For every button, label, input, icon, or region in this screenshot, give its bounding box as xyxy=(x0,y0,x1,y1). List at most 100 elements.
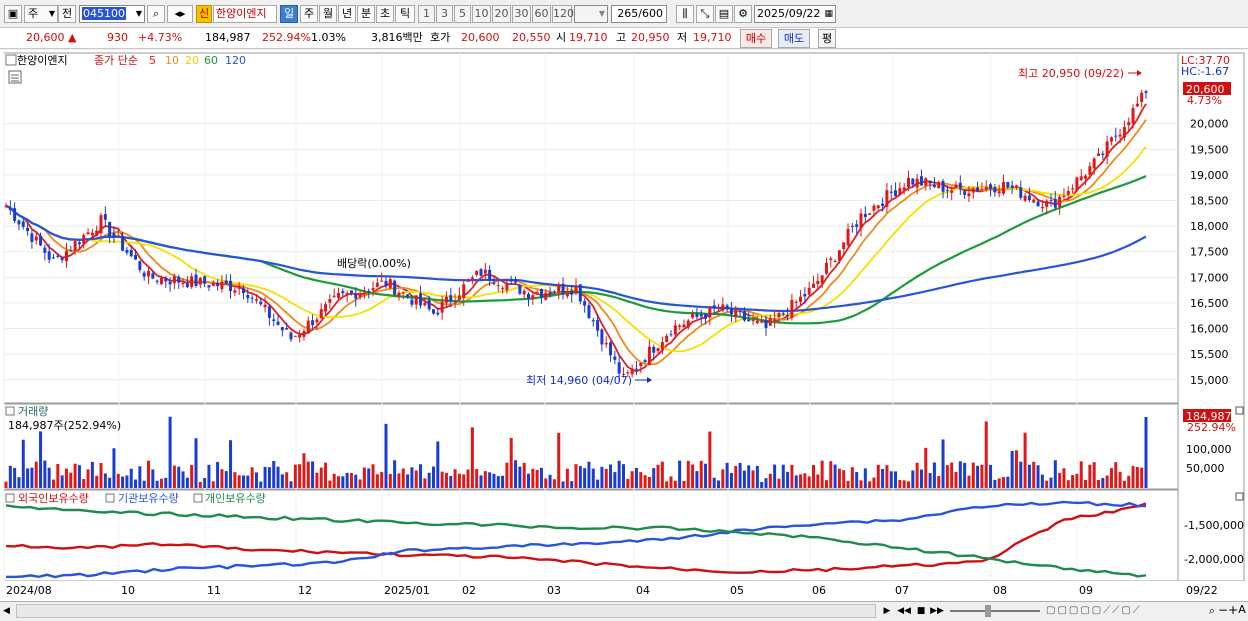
candle-body xyxy=(928,180,932,184)
quote-strip: 20,600 ▲ 930 +4.73% 184,987 252.94% 1.03… xyxy=(0,28,1248,49)
candle-body xyxy=(77,242,81,245)
table-icon-lines xyxy=(11,74,19,82)
candle-body xyxy=(872,205,876,211)
search-icon[interactable]: ⌕ xyxy=(147,5,165,23)
interval-60[interactable]: 60 xyxy=(532,5,551,23)
volume-bar xyxy=(479,475,483,488)
window-icon[interactable]: ▣ xyxy=(4,5,22,23)
panel-menu-icon[interactable] xyxy=(5,54,17,66)
save-icon[interactable]: ▤ xyxy=(715,5,733,23)
interval-30[interactable]: 30 xyxy=(512,5,531,23)
volume-bar xyxy=(30,467,34,488)
candle-body xyxy=(1084,175,1088,179)
table-icon[interactable] xyxy=(8,70,22,84)
volume-bar xyxy=(820,460,824,488)
period-tick[interactable]: 틱 xyxy=(395,5,415,23)
candle-body xyxy=(734,309,738,318)
candle-body xyxy=(846,228,850,246)
zoom-out-icon[interactable]: − xyxy=(1218,603,1229,617)
market-select[interactable]: 주 ▼ xyxy=(24,5,58,23)
text-size-icon[interactable]: A xyxy=(1238,603,1246,616)
interval-1[interactable]: 1 xyxy=(418,5,435,23)
candle-body xyxy=(345,293,349,295)
candle-body xyxy=(1092,158,1096,169)
candle-icon[interactable]: ⫼ xyxy=(676,5,694,23)
volume-bar xyxy=(43,460,47,488)
volume-bar xyxy=(328,480,332,488)
interval-120[interactable]: 120 xyxy=(552,5,574,23)
stop-icon[interactable]: ■ xyxy=(916,606,926,616)
candle-body xyxy=(829,258,833,261)
holding-menu-icon[interactable] xyxy=(193,493,203,503)
period-day[interactable]: 일 xyxy=(280,5,298,23)
horizontal-scrollbar[interactable] xyxy=(16,604,876,618)
scroll-right-icon[interactable]: ▶ xyxy=(883,606,891,616)
interval-3[interactable]: 3 xyxy=(436,5,453,23)
candle-body xyxy=(725,305,729,310)
candle-body xyxy=(799,296,803,302)
interval-20[interactable]: 20 xyxy=(492,5,511,23)
candle-body xyxy=(790,299,794,318)
period-minute[interactable]: 분 xyxy=(357,5,375,23)
period-second[interactable]: 초 xyxy=(376,5,394,23)
drawing-tools-icon[interactable]: ▢▢▢▢▢⟋⟋▢⟋ xyxy=(1046,605,1142,616)
period-week[interactable]: 주 xyxy=(300,5,318,23)
volume-menu-icon[interactable] xyxy=(5,406,15,416)
code-input[interactable]: 045100 ▼ xyxy=(79,5,145,23)
candle-body xyxy=(552,291,556,293)
draw-icon[interactable]: ⤡ xyxy=(696,5,714,23)
candle-body xyxy=(894,190,898,196)
gear-icon[interactable]: ⚙ xyxy=(734,5,752,23)
close-icon[interactable] xyxy=(1235,406,1244,415)
volume-bar xyxy=(842,470,846,488)
speaker-icon[interactable]: ◂▸ xyxy=(167,5,193,23)
candle-body xyxy=(760,321,764,323)
legend-ma-20: 20 xyxy=(185,54,199,67)
count-input[interactable]: 265/600 xyxy=(611,5,667,23)
zoom-search-icon[interactable]: ⌕ xyxy=(1208,604,1216,617)
sell-button[interactable]: 매도 xyxy=(778,29,810,48)
volume-bar xyxy=(1084,479,1088,488)
date-input[interactable]: 2025/09/22 ▦ xyxy=(754,5,836,23)
close-icon[interactable] xyxy=(1235,492,1244,501)
period-month[interactable]: 월 xyxy=(319,5,337,23)
quote-volume: 184,987 xyxy=(205,31,251,44)
forward-icon[interactable]: ▶▶ xyxy=(930,606,944,616)
volume-bar xyxy=(665,481,669,488)
interval-5[interactable]: 5 xyxy=(454,5,471,23)
candle-body xyxy=(539,289,543,298)
stock-chart[interactable]: 한양이엔지 종가 단순 5 10 20 60 120 LC:37.70 HC:-… xyxy=(0,50,1248,603)
buy-button[interactable]: 매수 xyxy=(740,29,772,48)
candle-body xyxy=(859,213,863,229)
zoom-slider-handle[interactable] xyxy=(985,605,991,617)
volume-bar xyxy=(362,467,366,488)
volume-bar xyxy=(846,480,850,488)
scope-toggle[interactable]: 전 xyxy=(58,5,76,23)
volume-bar xyxy=(453,469,457,488)
candle-body xyxy=(60,257,64,261)
holding-menu-icon[interactable] xyxy=(105,493,115,503)
candle-body xyxy=(622,374,625,376)
volume-bar xyxy=(1097,480,1100,488)
candle-body xyxy=(574,285,578,294)
volume-bars xyxy=(4,416,1148,488)
candle-body xyxy=(617,362,621,374)
avg-button[interactable]: 평 xyxy=(818,29,836,48)
scroll-left-icon[interactable]: ◀ xyxy=(3,606,10,616)
volume-bar xyxy=(272,460,276,488)
rewind-icon[interactable]: ◀◀ xyxy=(897,606,911,616)
candle-body xyxy=(397,292,401,297)
zoom-in-icon[interactable]: + xyxy=(1228,603,1239,617)
period-year[interactable]: 년 xyxy=(338,5,356,23)
volume-bar xyxy=(34,461,38,488)
interval-custom-select[interactable]: ▼ xyxy=(574,5,608,23)
candle-body xyxy=(1027,195,1031,200)
holding-menu-icon[interactable] xyxy=(5,493,15,503)
holding-line-1 xyxy=(5,500,1147,579)
volume-bar xyxy=(587,461,591,488)
zoom-slider[interactable] xyxy=(950,610,1040,612)
volume-bar xyxy=(833,464,837,488)
interval-10[interactable]: 10 xyxy=(472,5,491,23)
candle-body xyxy=(980,188,984,190)
volume-bar xyxy=(626,478,630,488)
